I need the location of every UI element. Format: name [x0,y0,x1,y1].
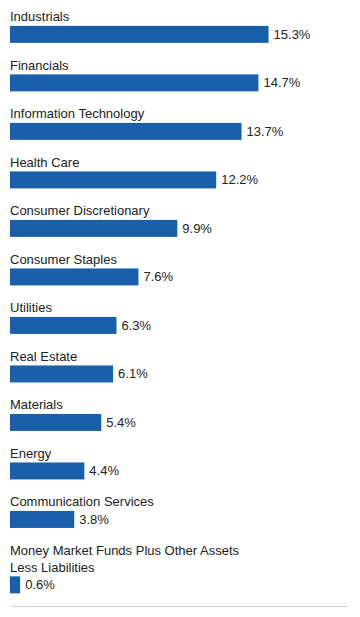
bar [10,317,116,334]
value-label: 13.7% [247,124,284,139]
category-label: Communication Services [10,494,154,509]
category-label: Money Market Funds Plus Other AssetsLess… [10,543,240,575]
bar [10,511,74,528]
bar [10,576,20,593]
bar [10,220,177,237]
bar [10,268,138,285]
category-label: Materials [10,397,63,412]
value-label: 9.9% [182,221,212,236]
value-label: 6.1% [118,366,148,381]
category-label: Energy [10,446,52,461]
chart-container: Industrials 15.3% Financials 14.7% Informati… [0,0,360,617]
category-label: Utilities [10,300,52,315]
category-label: Consumer Discretionary [10,203,150,218]
labels: Industrials 15.3% Financials 14.7% Informati… [10,9,311,592]
bar [10,123,242,140]
bar [10,74,258,91]
bar [10,414,101,431]
x-axis-line [10,606,348,607]
category-label: Consumer Staples [10,252,117,267]
category-label: Health Care [10,155,79,170]
value-label: 5.4% [106,415,136,430]
value-label: 0.6% [25,577,55,592]
category-label: Information Technology [10,106,145,121]
bar [10,462,84,479]
category-label: Financials [10,58,69,73]
value-label: 12.2% [221,172,258,187]
value-label: 7.6% [143,269,173,284]
value-label: 6.3% [121,318,151,333]
value-label: 3.8% [79,512,109,527]
value-label: 4.4% [89,463,119,478]
bar [10,26,269,43]
bar [10,171,216,188]
category-label: Industrials [10,9,70,24]
bars [10,26,269,593]
value-label: 14.7% [263,75,300,90]
value-label: 15.3% [274,27,311,42]
chart-svg: Industrials 15.3% Financials 14.7% Informati… [0,0,360,617]
bar [10,365,113,382]
category-label: Real Estate [10,349,77,364]
